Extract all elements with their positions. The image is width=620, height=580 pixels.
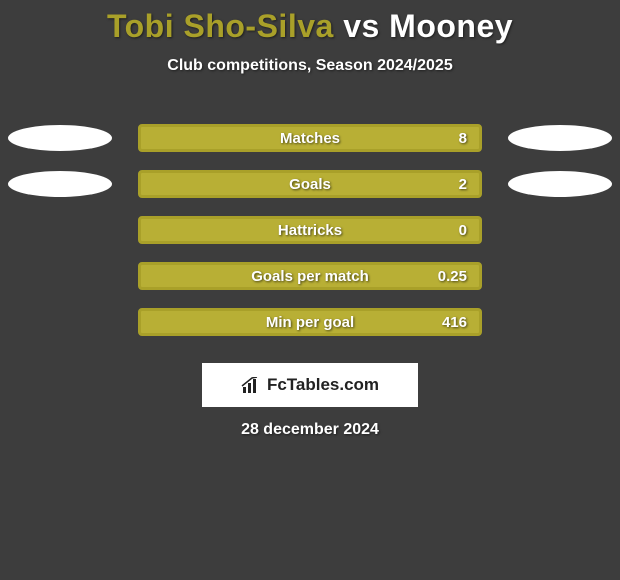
chart-icon bbox=[241, 377, 261, 393]
stat-value: 416 bbox=[442, 314, 467, 331]
comparison-row: Matches 8 bbox=[0, 115, 620, 161]
logo-box[interactable]: FcTables.com bbox=[202, 363, 418, 407]
stat-value: 2 bbox=[459, 176, 467, 193]
player2-indicator bbox=[508, 125, 612, 151]
indicator-spacer bbox=[508, 309, 612, 335]
comparison-row: Goals 2 bbox=[0, 161, 620, 207]
stat-label: Min per goal bbox=[266, 314, 354, 331]
player1-name: Tobi Sho-Silva bbox=[107, 8, 334, 44]
stat-bar: Matches 8 bbox=[138, 124, 482, 152]
indicator-spacer bbox=[8, 263, 112, 289]
stat-value: 0.25 bbox=[438, 268, 467, 285]
stat-bar: Min per goal 416 bbox=[138, 308, 482, 336]
player1-indicator bbox=[8, 125, 112, 151]
comparison-row: Hattricks 0 bbox=[0, 207, 620, 253]
stat-label: Goals per match bbox=[251, 268, 369, 285]
player2-indicator bbox=[508, 171, 612, 197]
date-text: 28 december 2024 bbox=[0, 421, 620, 439]
indicator-spacer bbox=[508, 263, 612, 289]
indicator-spacer bbox=[508, 217, 612, 243]
player1-indicator bbox=[8, 171, 112, 197]
vs-text: vs bbox=[334, 8, 389, 44]
indicator-spacer bbox=[8, 309, 112, 335]
comparison-row: Min per goal 416 bbox=[0, 299, 620, 345]
stat-bar: Hattricks 0 bbox=[138, 216, 482, 244]
page-title: Tobi Sho-Silva vs Mooney bbox=[0, 8, 620, 45]
stat-bar: Goals per match 0.25 bbox=[138, 262, 482, 290]
subtitle: Club competitions, Season 2024/2025 bbox=[0, 57, 620, 75]
indicator-spacer bbox=[8, 217, 112, 243]
stat-value: 8 bbox=[459, 130, 467, 147]
stat-value: 0 bbox=[459, 222, 467, 239]
comparison-row: Goals per match 0.25 bbox=[0, 253, 620, 299]
stat-bar: Goals 2 bbox=[138, 170, 482, 198]
logo-text: FcTables.com bbox=[267, 375, 379, 395]
comparison-rows: Matches 8 Goals 2 Hattricks 0 Goals per match 0… bbox=[0, 115, 620, 345]
stat-label: Goals bbox=[289, 176, 331, 193]
player2-name: Mooney bbox=[389, 8, 513, 44]
stat-label: Matches bbox=[280, 130, 340, 147]
stat-label: Hattricks bbox=[278, 222, 342, 239]
